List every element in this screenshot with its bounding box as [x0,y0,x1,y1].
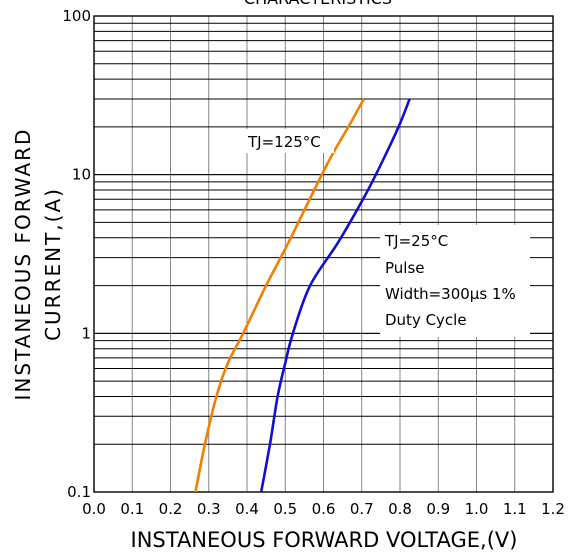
tick-labels: 0.0 0.1 0.2 0.3 0.4 0.5 0.6 0.7 0.8 0.9 1.0 1.1 1.20… [62,7,565,518]
x-tick-label: 0.6 [312,500,336,518]
y-axis-label-line1: INSTANEOUS FORWARD [11,128,35,401]
annotation-25c: TJ=25°C Pulse Width=300μs 1% Duty Cycle [380,225,530,337]
annotation-25c-line2: Pulse [385,259,425,277]
y-tick-label: 0.1 [67,483,91,501]
y-tick-label: 10 [72,166,91,184]
y-axis-label-group: INSTANEOUS FORWARD CURRENT,(A) [11,128,65,401]
x-axis-label: INSTANEOUS FORWARD VOLTAGE,(V) [131,528,518,552]
series-line-tj-125-c [194,98,365,493]
x-tick-label: 0.7 [350,500,374,518]
x-tick-label: 0.0 [82,500,106,518]
x-tick-label: 0.8 [388,500,412,518]
annotation-125c-text: TJ=125°C [247,133,321,151]
series-layer [194,98,411,493]
annotation-125c: TJ=125°C [244,129,334,153]
x-tick-label: 1.0 [465,500,489,518]
y-tick-label: 1 [81,324,91,342]
x-tick-label: 0.5 [273,500,297,518]
y-tick-label: 100 [62,7,91,25]
annotation-25c-line3: Width=300μs 1% [385,285,516,303]
plot-frame [93,15,554,493]
x-tick-label: 0.2 [159,500,183,518]
chart-title: CHARACTERISTICS [244,0,392,8]
series-line-tj-25-c [259,98,411,493]
annotation-25c-line4: Duty Cycle [385,311,467,329]
x-tick-label: 1.2 [541,500,565,518]
y-axis-label-line2: CURRENT,(A) [41,187,65,341]
x-tick-label: 0.3 [197,500,221,518]
x-tick-label: 0.1 [120,500,144,518]
x-tick-label: 0.4 [235,500,259,518]
x-tick-label: 0.9 [426,500,450,518]
annotation-25c-line1: TJ=25°C [384,232,448,250]
x-tick-label: 1.1 [503,500,527,518]
